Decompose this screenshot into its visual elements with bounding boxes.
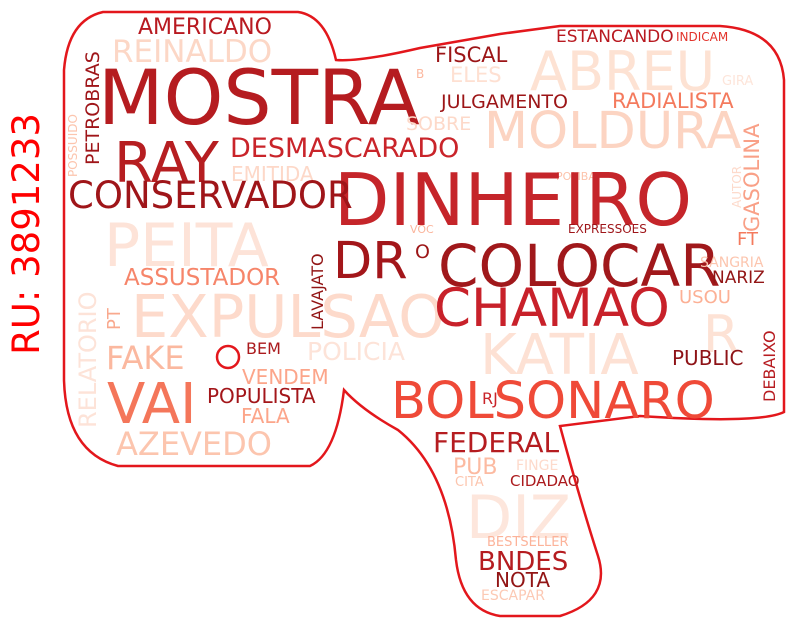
word-escapar: ESCAPAR [481,588,545,604]
word-expressoes: EXPRESSOES [568,222,647,236]
word-mostra: MOSTRA [98,53,420,142]
word-voc: VOC [410,223,434,236]
word-eles: ELES [450,63,502,87]
word-desmascarado: DESMASCARADO [230,133,459,164]
word-bolsonaro: BOLSONARO [391,372,715,431]
word-conservador: CONSERVADOR [68,174,353,217]
word-gasolina: GASOLINA [740,123,764,232]
word-usou: USOU [679,287,731,308]
word-debaixo: DEBAIXO [760,330,779,402]
word-bndes: BNDES [478,547,568,577]
word-relatorio: RELATORIO [74,291,102,428]
word-vai: VAI [107,372,197,437]
word-cidadao: CIDADAO [510,472,580,490]
word-sangria: SANGRIA [700,255,764,271]
word-fake: FAKE [106,339,185,377]
word-americano: AMERICANO [138,15,272,40]
word-ray: RAY [114,131,220,196]
word-cita: CITA [455,475,484,490]
word-bem: BEM [246,339,281,358]
word-nota: NOTA [495,568,550,592]
word-policia: POLICIA [307,337,405,366]
word-diz: DIZ [466,483,571,553]
word-chamao: CHAMAO [434,278,670,339]
word-assustador: ASSUSTADOR [124,265,280,291]
word-vendem: VENDEM [242,365,329,389]
word-katia: KATIA [480,323,639,388]
word-ft: FT [737,229,759,250]
word-peita: PEITA [104,211,269,281]
small-ring [215,344,241,370]
word-populista: POPULISTA [207,384,316,408]
side-label: RU: 3891233 [5,113,48,355]
word-lavajato: LAVAJATO [308,253,327,330]
word-finge: FINGE [516,458,558,474]
word-bestseller: BESTSELLER [487,535,569,550]
word-petrobras: PETROBRAS [82,51,104,165]
thumbs-down-outline [62,10,786,618]
word-expulsao: EXPULSAO [131,282,445,351]
word-nariz: NARIZ [712,268,765,288]
word-azevedo: AZEVEDO [116,425,272,463]
word-autor: AUTOR [730,166,744,208]
word-sobre: SOBRE [406,113,471,135]
word-dr: DR [333,232,408,291]
word-federal: FEDERAL [433,426,560,459]
word-pub: PUB [453,455,497,480]
word-radialista: RADIALISTA [612,89,734,113]
word-julgamento: JULGAMENTO [440,91,568,113]
word-dinheiro: DINHEIRO [334,158,692,242]
word-gira: GIRA [722,74,753,89]
word-emitida: EMITIDA [231,162,314,186]
word-r: R [703,305,739,365]
word-rj: RJ [482,389,498,408]
word-pt: PT [104,307,125,330]
word-o: O [415,241,430,263]
word-colocar: COLOCAR [438,232,721,300]
word-b: B [416,67,424,81]
word-indicam: INDICAM [676,30,728,44]
word-possuido: POSSUIDO [66,114,80,177]
word-fala: FALA [241,404,290,428]
word-public: PUBLIC [672,346,743,370]
word-abreu: ABREU [530,40,715,103]
word-pomba: POMBA [556,170,596,183]
word-reinaldo: REINALDO [112,34,272,70]
word-moldura: MOLDURA [484,102,742,161]
word-fiscal: FISCAL [435,43,508,67]
word-estancando: ESTANCANDO [556,27,674,47]
